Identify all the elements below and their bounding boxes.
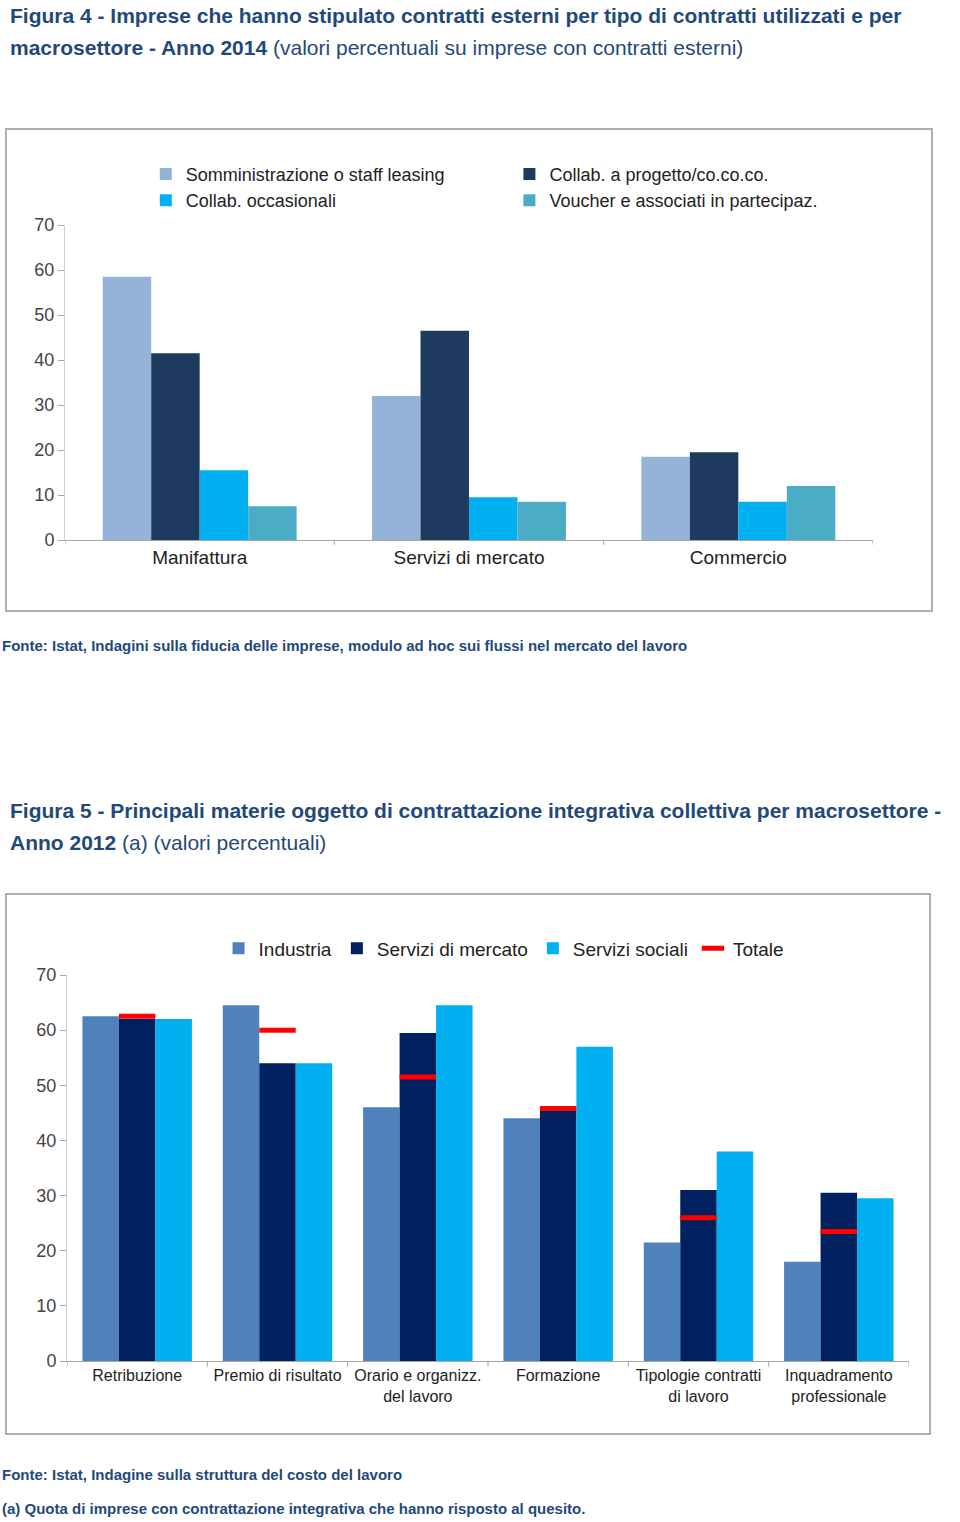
svg-text:Retribuzione: Retribuzione bbox=[92, 1367, 182, 1384]
svg-text:Orario e organizz.del lavoro: Orario e organizz.del lavoro bbox=[354, 1367, 481, 1405]
svg-text:Servizi di mercato: Servizi di mercato bbox=[394, 547, 545, 568]
svg-text:20: 20 bbox=[36, 1241, 56, 1261]
svg-text:10: 10 bbox=[34, 485, 54, 505]
svg-text:Totale: Totale bbox=[733, 939, 784, 960]
svg-text:60: 60 bbox=[34, 260, 54, 280]
svg-text:70: 70 bbox=[36, 965, 56, 985]
svg-text:50: 50 bbox=[34, 305, 54, 325]
html-text:Fonte: Istat, Indagini sulla f: Fonte: Istat, Indagini sulla fiducia del… bbox=[2, 637, 688, 654]
svg-text:Industria: Industria bbox=[259, 939, 332, 960]
svg-text:0: 0 bbox=[46, 1351, 56, 1371]
html-text:Figura 4 - Imprese che hanno s: Figura 4 - Imprese che hanno stipulato c… bbox=[10, 4, 902, 59]
svg-text:Manifattura: Manifattura bbox=[152, 547, 247, 568]
svg-text:Collab. a progetto/co.co.co.: Collab. a progetto/co.co.co. bbox=[549, 165, 768, 185]
svg-text:40: 40 bbox=[34, 350, 54, 370]
svg-text:70: 70 bbox=[34, 215, 54, 235]
svg-text:40: 40 bbox=[36, 1131, 56, 1151]
svg-text:Premio di risultato: Premio di risultato bbox=[213, 1367, 341, 1384]
svg-text:50: 50 bbox=[36, 1076, 56, 1096]
svg-text:Servizi sociali: Servizi sociali bbox=[573, 939, 688, 960]
svg-text:30: 30 bbox=[36, 1186, 56, 1206]
svg-text:10: 10 bbox=[36, 1296, 56, 1316]
svg-text:Commercio: Commercio bbox=[690, 547, 787, 568]
svg-text:Voucher e associati in parteci: Voucher e associati in partecipaz. bbox=[549, 191, 817, 211]
svg-text:60: 60 bbox=[36, 1020, 56, 1040]
svg-text:Formazione: Formazione bbox=[516, 1367, 601, 1384]
svg-text:Inquadramentoprofessionale: Inquadramentoprofessionale bbox=[785, 1367, 893, 1405]
html-text:(a) Quota di imprese con contr: (a) Quota di imprese con contrattazione … bbox=[2, 1500, 586, 1517]
html-text:Fonte: Istat, Indagine sulla s: Fonte: Istat, Indagine sulla struttura d… bbox=[2, 1466, 403, 1483]
svg-text:Collab. occasionali: Collab. occasionali bbox=[186, 191, 336, 211]
svg-text:0: 0 bbox=[44, 530, 54, 550]
svg-text:Tipologie contrattidi lavoro: Tipologie contrattidi lavoro bbox=[636, 1367, 762, 1405]
svg-text:20: 20 bbox=[34, 440, 54, 460]
html-text:Figura 5 - Principali materie: Figura 5 - Principali materie oggetto di… bbox=[10, 799, 942, 854]
svg-text:Servizi di mercato: Servizi di mercato bbox=[377, 939, 528, 960]
svg-text:30: 30 bbox=[34, 395, 54, 415]
svg-text:Somministrazione o staff leasi: Somministrazione o staff leasing bbox=[186, 165, 445, 185]
